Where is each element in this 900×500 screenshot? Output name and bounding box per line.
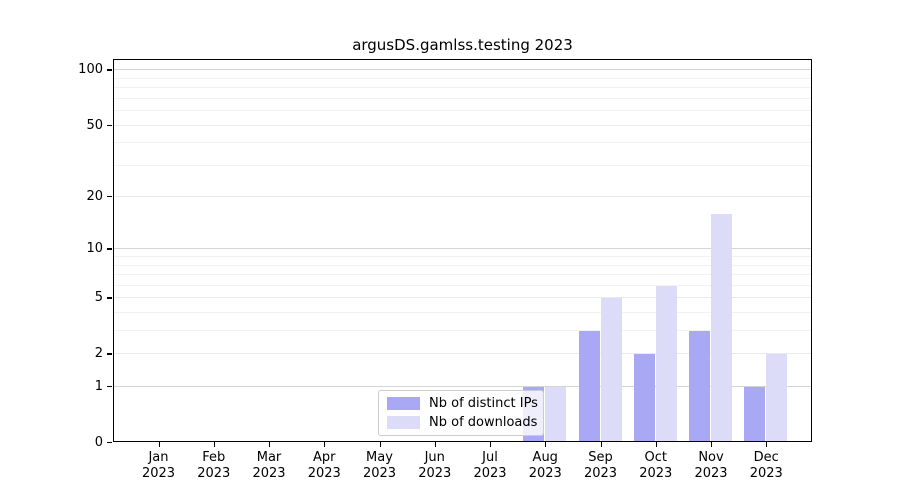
x-tick-label-jan: Jan 2023 [131,450,186,482]
x-tick-label-nov: Nov 2023 [684,450,739,482]
gridline-y-60 [114,110,811,112]
gridline-y-2 [114,353,811,355]
bar-ips-oct [633,354,655,442]
gridline-y-8 [114,264,811,266]
y-tick-mark-1 [107,386,112,388]
x-tick-year: 2023 [473,466,507,481]
x-tick-year: 2023 [362,466,397,481]
y-tick-label-50: 50 [86,117,103,133]
x-tick-mark-jan [158,442,160,447]
y-tick-mark-100 [107,69,112,71]
x-tick-mark-jul [490,442,492,447]
y-tick-mark-2 [107,353,112,355]
x-tick-mark-apr [324,442,326,447]
legend-item-downloads: Nb of downloads [387,415,538,430]
x-tick-year: 2023 [528,466,562,481]
gridline-y-9 [114,256,811,258]
x-tick-year: 2023 [583,466,618,481]
bar-ips-sep [578,331,600,442]
x-tick-year: 2023 [639,466,673,481]
y-tick-mark-0 [107,442,112,444]
legend-label: Nb of distinct IPs [429,396,538,411]
x-tick-year: 2023 [252,466,286,481]
x-tick-year: 2023 [307,466,341,481]
x-tick-mark-aug [545,442,547,447]
x-tick-mark-may [379,442,381,447]
x-tick-label-may: May 2023 [352,450,407,482]
y-tick-label-1: 1 [94,379,103,395]
x-tick-label-feb: Feb 2023 [186,450,241,482]
y-tick-mark-50 [107,124,112,126]
x-tick-label-oct: Oct 2023 [628,450,683,482]
gridline-y-100 [114,69,811,71]
legend-item-distinct-ips: Nb of distinct IPs [387,396,538,411]
gridline-y-20 [114,196,811,198]
y-tick-label-2: 2 [94,346,103,362]
gridline-y-5 [114,297,811,299]
x-tick-label-aug: Aug 2023 [518,450,573,482]
x-tick-mark-sep [600,442,602,447]
y-tick-label-5: 5 [94,290,103,306]
downloads-swatch [387,416,420,429]
bar-downloads-nov [711,214,732,442]
y-tick-mark-20 [107,196,112,198]
gridline-y-90 [114,77,811,79]
gridline-y-1 [114,386,811,388]
x-tick-mark-oct [655,442,657,447]
gridline-y-10 [114,248,811,250]
y-tick-mark-10 [107,248,112,250]
gridline-y-30 [114,164,811,166]
x-tick-mark-jun [434,442,436,447]
x-tick-label-jun: Jun 2023 [407,450,462,482]
gridline-y-50 [114,124,811,126]
distinct-ips-swatch [387,397,420,410]
gridline-y-40 [114,142,811,144]
bar-ips-dec [744,387,766,442]
y-tick-label-10: 10 [86,241,103,257]
gridline-y-6 [114,284,811,286]
x-tick-label-mar: Mar 2023 [242,450,297,482]
y-tick-label-20: 20 [86,189,103,205]
x-tick-mark-feb [213,442,215,447]
y-tick-mark-5 [107,297,112,299]
x-tick-label-jul: Jul 2023 [463,450,518,482]
legend: Nb of distinct IPs Nb of downloads [378,390,544,436]
x-tick-year: 2023 [418,466,452,481]
x-tick-mark-mar [269,442,271,447]
gridline-y-3 [114,330,811,332]
gridline-y-70 [114,97,811,99]
chart-title: argusDS.gamlss.testing 2023 [352,36,573,54]
x-tick-year: 2023 [749,466,783,481]
x-tick-year: 2023 [694,466,728,481]
gridline-y-4 [114,312,811,314]
x-tick-label-dec: Dec 2023 [739,450,794,482]
gridline-y-7 [114,274,811,276]
x-tick-year: 2023 [197,466,231,481]
y-tick-label-0: 0 [94,435,103,450]
plot-area [113,59,812,442]
x-tick-mark-dec [766,442,768,447]
y-tick-label-100: 100 [78,62,103,78]
bar-downloads-aug [545,387,567,442]
x-tick-label-sep: Sep 2023 [573,450,628,482]
bar-downloads-oct [655,285,677,442]
bar-downloads-dec [766,354,788,442]
x-tick-mark-nov [711,442,713,447]
gridline-y-80 [114,87,811,89]
x-tick-year: 2023 [141,466,176,481]
x-tick-label-apr: Apr 2023 [297,450,352,482]
legend-label: Nb of downloads [429,415,538,430]
bar-ips-nov [689,331,710,442]
bar-downloads-sep [600,298,622,442]
